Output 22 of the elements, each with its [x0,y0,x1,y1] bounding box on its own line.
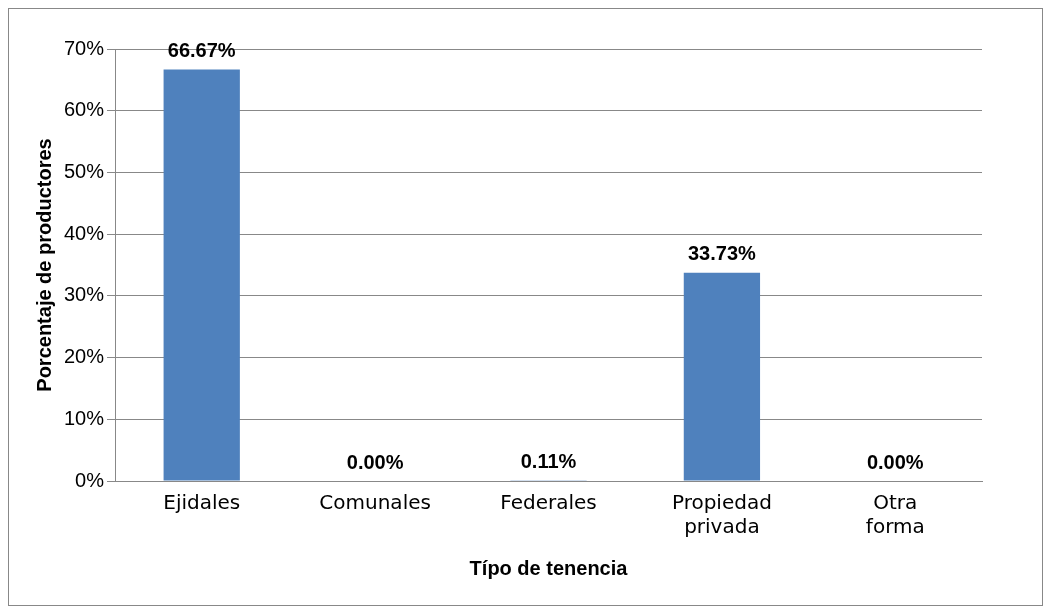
bar [163,69,240,481]
x-tick-label: Federales [500,490,597,515]
data-label: 33.73% [687,242,757,265]
x-tick-label: Otra forma [865,490,925,539]
y-tick-label: 70% [64,36,105,59]
x-axis-title: Típo de tenencia [469,556,629,579]
y-tick-label: 60% [64,98,105,121]
data-label: 0.11% [520,449,577,472]
bar [683,272,761,481]
data-label: 0.00% [346,450,404,473]
y-tick-label: 40% [64,221,105,244]
y-tick-label: 30% [64,283,105,306]
y-axis-title: Porcentaje de productores [32,138,55,392]
data-label: 0.00% [866,450,924,473]
y-tick-label: 0% [75,468,105,491]
y-tick-label: 20% [64,345,105,368]
x-tick-label: Propiedad privada [671,490,772,539]
data-label: 66.67% [167,39,236,62]
x-tick-label: Comunales [319,490,431,515]
y-tick-label: 50% [64,159,105,182]
y-tick-label: 10% [64,406,105,429]
x-tick-label: Ejidales [163,490,241,515]
